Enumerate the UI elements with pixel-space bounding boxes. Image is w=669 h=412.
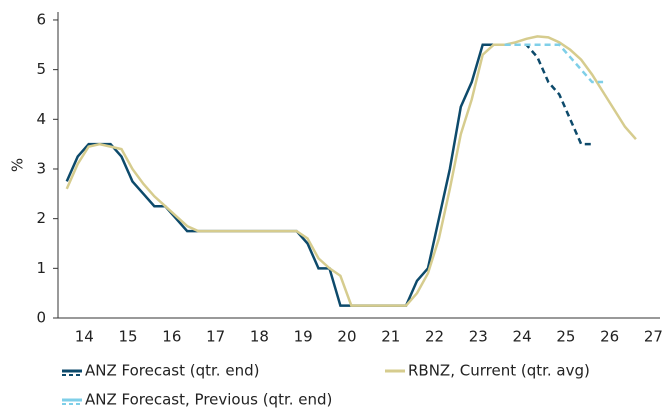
series-line (65, 43, 505, 307)
y-tick-label: 2 (36, 209, 46, 227)
x-tick-label: 17 (206, 328, 225, 346)
x-tick-label: 22 (425, 328, 444, 346)
y-axis-label: % (9, 158, 27, 172)
x-tick-label: 19 (294, 328, 313, 346)
series-line (65, 35, 637, 307)
legend-label: ANZ Forecast (qtr. end) (85, 362, 259, 380)
forecast-line (504, 43, 593, 146)
x-tick-label: 27 (644, 328, 663, 346)
x-tick-label: 20 (337, 328, 356, 346)
y-tick-label: 6 (36, 10, 46, 28)
y-tick-label: 5 (36, 60, 46, 78)
x-tick-label: 23 (469, 328, 488, 346)
x-tick-label: 24 (513, 328, 532, 346)
x-tick-label: 16 (162, 328, 181, 346)
legend-label: ANZ Forecast, Previous (qtr. end) (85, 391, 332, 409)
legend-label: RBNZ, Current (qtr. avg) (408, 362, 590, 380)
y-tick-label: 1 (36, 259, 46, 277)
x-tick-label: 15 (119, 328, 138, 346)
x-tick-label: 26 (600, 328, 619, 346)
y-tick-label: 3 (36, 159, 46, 177)
y-tick-label: 4 (36, 110, 46, 128)
y-tick-label: 0 (36, 309, 46, 327)
x-tick-label: 21 (381, 328, 400, 346)
x-tick-label: 14 (75, 328, 94, 346)
x-tick-label: 25 (556, 328, 575, 346)
series-line (504, 43, 604, 84)
x-tick-label: 18 (250, 328, 269, 346)
